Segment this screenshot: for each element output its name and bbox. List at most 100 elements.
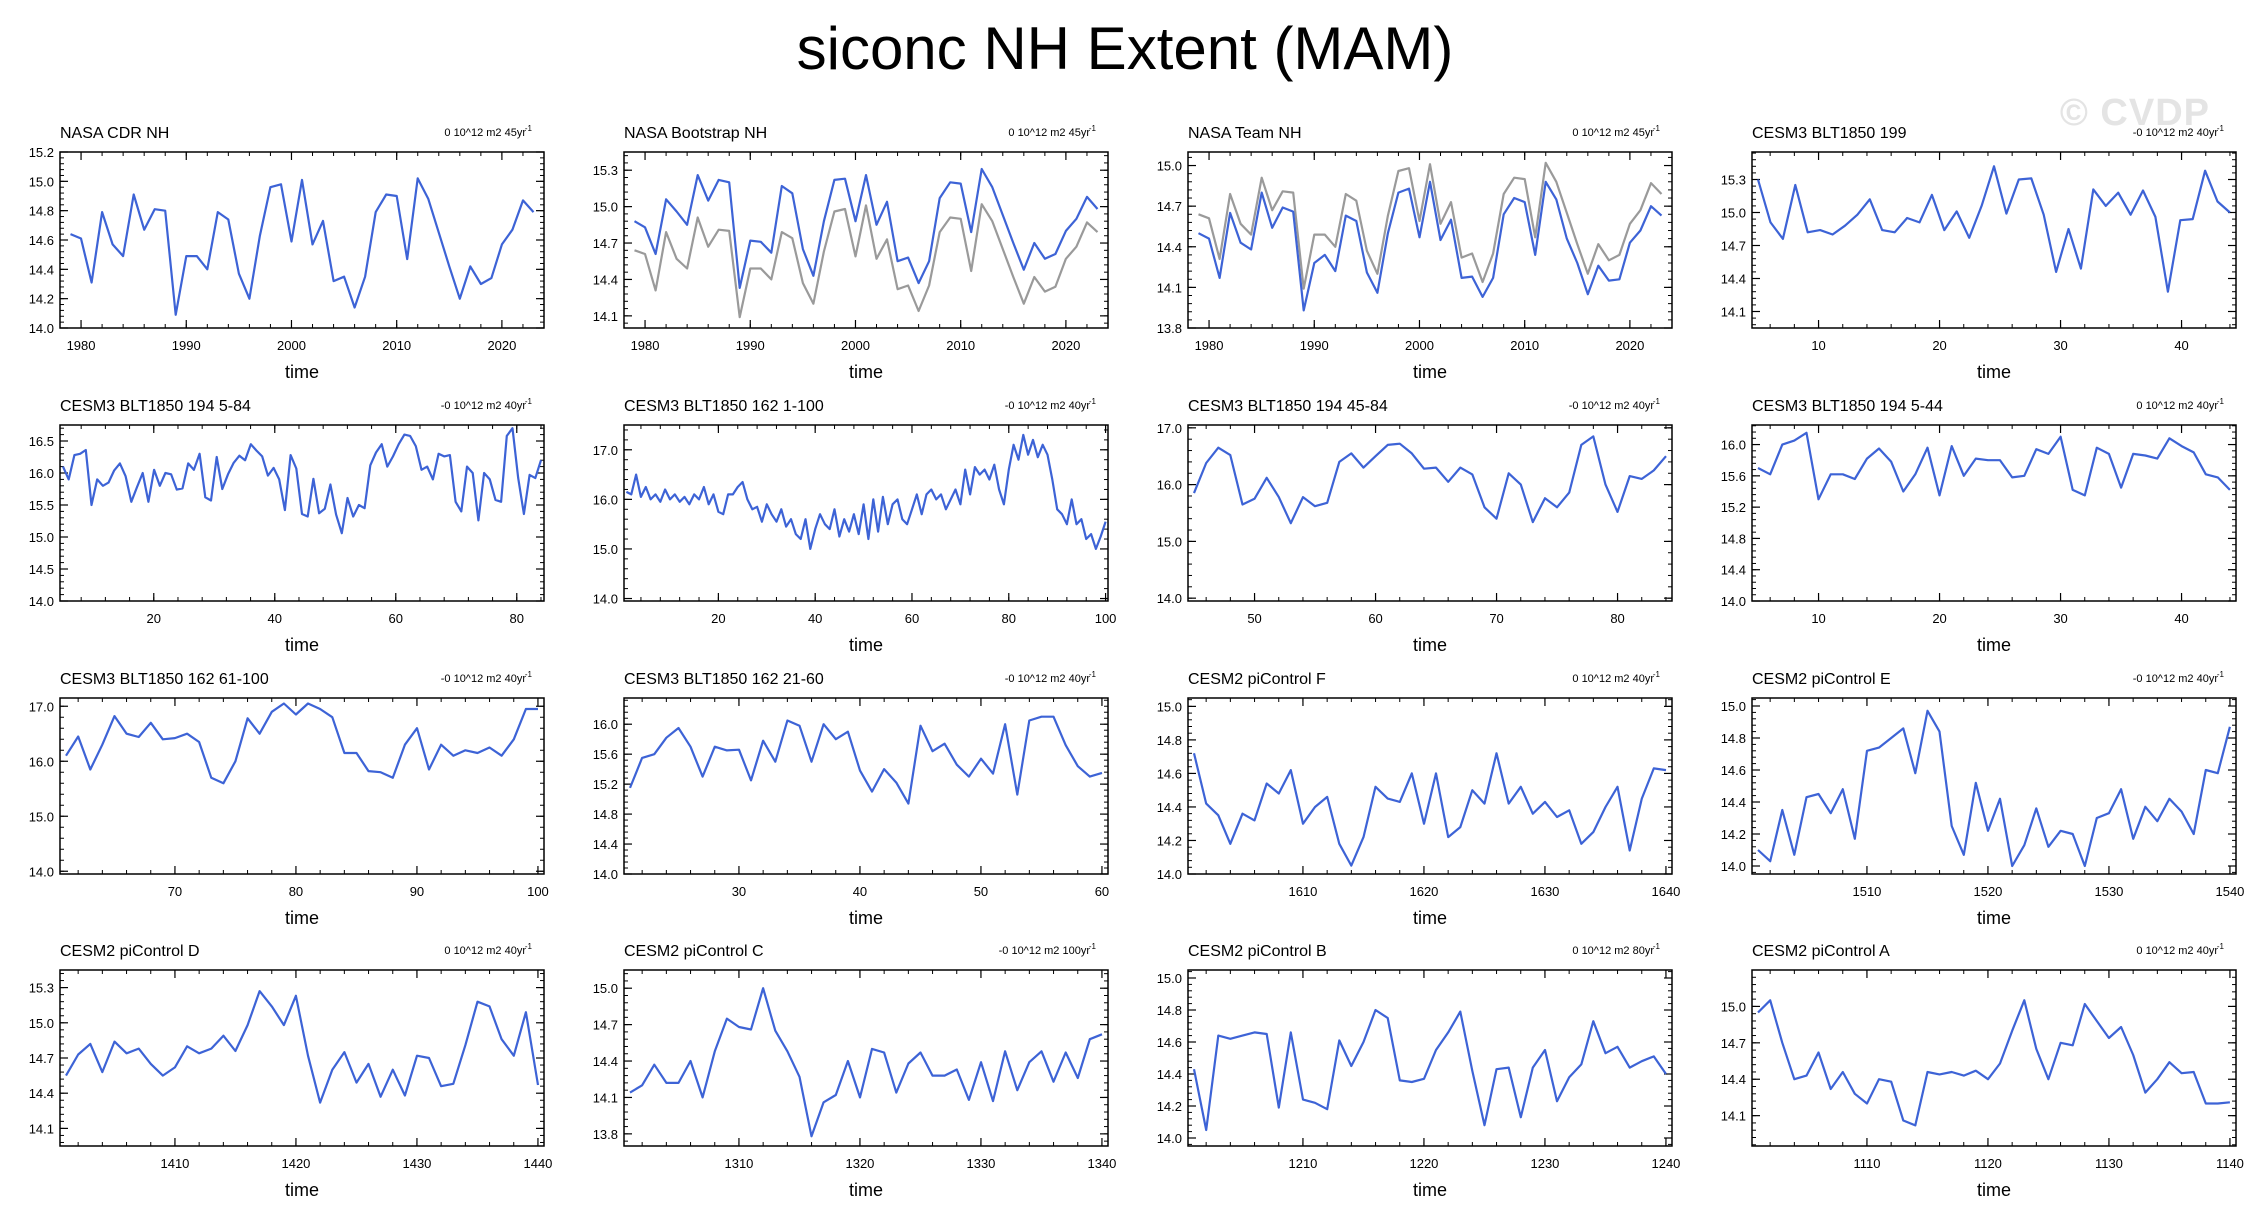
- series-line-primary: [70, 177, 535, 316]
- y-tick-label: 16.0: [593, 492, 618, 507]
- y-tick-label: 14.2: [1721, 827, 1746, 842]
- panel-4: CESM3 BLT1850 199 -0 10^12 m2 40yr-1 14.1 1…: [1721, 124, 2237, 382]
- y-tick-label: 15.0: [1157, 159, 1182, 174]
- panel-7: CESM3 BLT1850 194 45-84 -0 10^12 m2 40yr-…: [1157, 397, 1673, 655]
- y-tick-label: 15.2: [29, 145, 54, 160]
- panel-title: CESM2 piControl C: [624, 943, 764, 960]
- y-tick-label: 14.8: [1721, 531, 1746, 546]
- x-tick-label: 70: [168, 884, 182, 899]
- y-tick-label: 14.4: [1721, 272, 1746, 287]
- y-tick-label: 15.0: [29, 530, 54, 545]
- y-tick-label: 14.7: [1157, 199, 1182, 214]
- x-tick-label: 1990: [172, 338, 201, 353]
- x-tick-label: 1630: [1530, 884, 1559, 899]
- trend-superscript: -1: [1653, 124, 1661, 133]
- y-tick-label: 14.0: [593, 867, 618, 882]
- series-line-primary: [629, 987, 1103, 1138]
- trend-superscript: -1: [1089, 397, 1097, 406]
- trend-label: -0 10^12 m2 40yr: [1005, 673, 1091, 685]
- x-tick-label: 1980: [67, 338, 96, 353]
- plot-frame: [1187, 424, 1673, 602]
- series-line-primary: [65, 989, 540, 1104]
- y-tick-label: 14.6: [29, 233, 54, 248]
- x-axis-label: time: [849, 1180, 883, 1200]
- x-tick-label: 1530: [2094, 884, 2123, 899]
- panel-1: NASA CDR NH 0 10^12 m2 45yr-1 14.0 14.2 14.4…: [29, 124, 545, 382]
- series-line-primary: [625, 433, 1107, 551]
- x-tick-label: 1130: [2095, 1156, 2123, 1171]
- series-line-secondary: [634, 203, 1099, 319]
- y-tick-label: 15.6: [1721, 469, 1746, 484]
- panel-16: CESM2 piControl A 0 10^12 m2 40yr-1 14.1 14…: [1721, 942, 2244, 1200]
- series-line-primary: [1192, 752, 1667, 867]
- plot-frame: [623, 424, 1109, 602]
- x-tick-label: 1240: [1651, 1156, 1680, 1171]
- y-tick-label: 13.8: [1157, 321, 1182, 336]
- x-tick-label: 1430: [402, 1156, 431, 1171]
- panel-11: CESM2 piControl F 0 10^12 m2 40yr-1 14.0 14…: [1157, 670, 1681, 928]
- x-axis-label: time: [285, 362, 319, 382]
- series-line-primary: [633, 167, 1099, 289]
- x-axis-label: time: [849, 362, 883, 382]
- x-tick-label: 2010: [1510, 338, 1539, 353]
- x-tick-label: 80: [510, 611, 524, 626]
- x-tick-label: 100: [527, 884, 549, 899]
- series-line-primary: [61, 427, 543, 535]
- panel-title: NASA Bootstrap NH: [624, 125, 767, 142]
- y-tick-label: 14.7: [593, 1018, 618, 1033]
- trend-superscript: -1: [525, 397, 533, 406]
- y-tick-label: 14.1: [593, 1090, 618, 1105]
- x-axis-label: time: [1413, 362, 1447, 382]
- x-axis-label: time: [1413, 635, 1447, 655]
- y-tick-label: 15.0: [29, 174, 54, 189]
- series-line-primary: [65, 702, 538, 785]
- plot-frame: [1751, 697, 2237, 875]
- x-tick-label: 1220: [1409, 1156, 1438, 1171]
- trend-label: 0 10^12 m2 45yr: [444, 127, 526, 139]
- trend-label: -0 10^12 m2 100yr: [999, 945, 1091, 957]
- x-tick-label: 60: [1368, 611, 1382, 626]
- x-tick-label: 1110: [1853, 1156, 1880, 1171]
- x-tick-label: 80: [1610, 611, 1624, 626]
- trend-label: 0 10^12 m2 40yr: [1572, 673, 1654, 685]
- x-tick-label: 20: [1932, 338, 1946, 353]
- y-tick-label: 14.2: [1157, 1099, 1182, 1114]
- panel-6: CESM3 BLT1850 162 1-100 -0 10^12 m2 40yr-…: [593, 397, 1117, 655]
- y-tick-label: 14.4: [1157, 800, 1182, 815]
- series-line-primary: [1757, 999, 2231, 1127]
- series-line-secondary: [1198, 161, 1663, 290]
- y-tick-label: 14.4: [1157, 1067, 1182, 1082]
- x-tick-label: 2010: [382, 338, 411, 353]
- plot-frame: [1751, 969, 2237, 1147]
- x-axis-label: time: [1977, 908, 2011, 928]
- y-tick-label: 14.4: [1721, 795, 1746, 810]
- x-tick-label: 1210: [1288, 1156, 1317, 1171]
- plot-frame: [1751, 151, 2237, 329]
- trend-superscript: -1: [1653, 397, 1661, 406]
- x-tick-label: 40: [2174, 611, 2188, 626]
- y-tick-label: 15.0: [1157, 534, 1182, 549]
- y-tick-label: 15.2: [1721, 500, 1746, 515]
- y-tick-label: 15.0: [593, 200, 618, 215]
- panel-14: CESM2 piControl C -0 10^12 m2 100yr-1 13.8…: [593, 942, 1117, 1200]
- x-tick-label: 1610: [1288, 884, 1317, 899]
- y-tick-label: 14.0: [29, 321, 54, 336]
- y-tick-label: 17.0: [593, 443, 618, 458]
- y-tick-label: 15.0: [593, 981, 618, 996]
- y-tick-label: 15.5: [29, 498, 54, 513]
- trend-label: 0 10^12 m2 45yr: [1572, 127, 1654, 139]
- y-tick-label: 16.0: [593, 717, 618, 732]
- panel-8: CESM3 BLT1850 194 5-44 0 10^12 m2 40yr-1 1…: [1721, 397, 2237, 655]
- x-tick-label: 80: [289, 884, 303, 899]
- y-tick-label: 14.8: [1157, 733, 1182, 748]
- y-tick-label: 14.4: [29, 1086, 54, 1101]
- series-line-primary: [1192, 1008, 1667, 1132]
- y-tick-label: 14.2: [1157, 833, 1182, 848]
- figure-title: siconc NH Extent (MAM): [796, 15, 1454, 82]
- plot-frame: [59, 697, 545, 875]
- panel-title: NASA Team NH: [1188, 125, 1302, 142]
- x-tick-label: 1990: [736, 338, 765, 353]
- panel-title: CESM2 piControl E: [1752, 671, 1891, 688]
- x-tick-label: 2020: [1051, 338, 1080, 353]
